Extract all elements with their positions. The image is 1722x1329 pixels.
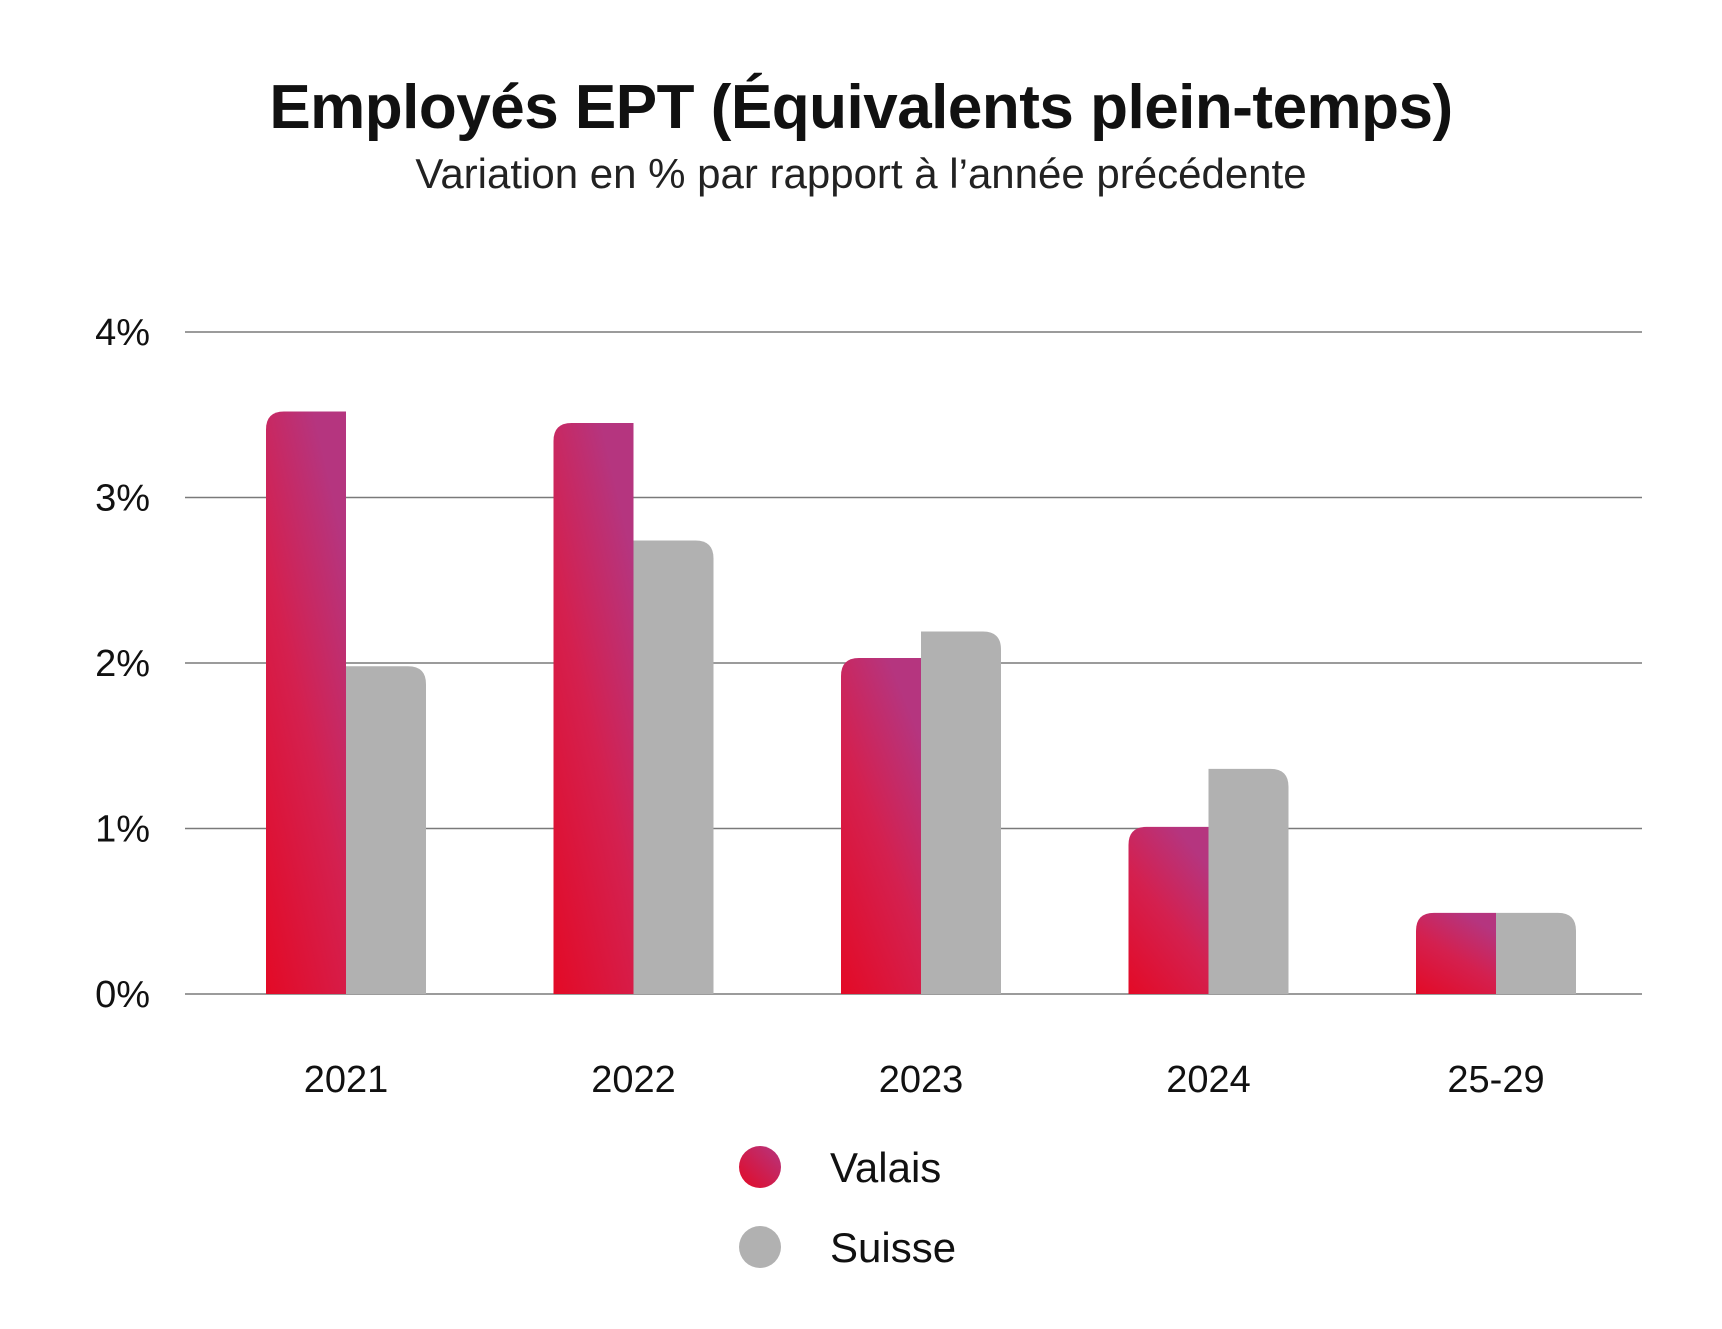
y-tick-label: 4% [95, 312, 150, 354]
x-tick-label: 2024 [1166, 1059, 1251, 1101]
legend: Valais Suisse [739, 1144, 956, 1271]
bar-suisse [1208, 768, 1289, 994]
x-tick-label: 2023 [879, 1059, 964, 1101]
x-tick-label: 25-29 [1447, 1059, 1544, 1101]
y-tick-label: 2% [95, 643, 150, 685]
x-tick-label: 2022 [591, 1059, 676, 1101]
bar-suisse [633, 540, 714, 994]
bar-suisse [1496, 912, 1576, 994]
legend-label-suisse: Suisse [830, 1224, 956, 1271]
chart-title: Employés EPT (Équivalents plein-temps) [269, 73, 1453, 142]
bar-valais [1128, 826, 1209, 994]
y-tick-label: 1% [95, 809, 150, 851]
bar-valais [841, 658, 921, 994]
legend-marker-valais [739, 1146, 781, 1188]
y-tick-label: 0% [95, 974, 150, 1016]
bar-suisse [346, 666, 426, 994]
y-axis-ticks: 0% 1% 2% 3% 4% [95, 312, 150, 1016]
x-axis-ticks: 2021 2022 2023 2024 25-29 [304, 1059, 1545, 1101]
bars [266, 411, 1576, 994]
legend-marker-suisse [739, 1226, 781, 1268]
x-tick-label: 2021 [304, 1059, 389, 1101]
bar-valais [266, 411, 346, 994]
legend-label-valais: Valais [830, 1144, 941, 1191]
bar-valais [1416, 912, 1496, 994]
bar-valais [553, 423, 634, 994]
chart-subtitle: Variation en % par rapport à l’année pré… [415, 150, 1307, 197]
y-tick-label: 3% [95, 478, 150, 520]
bar-suisse [921, 631, 1001, 994]
